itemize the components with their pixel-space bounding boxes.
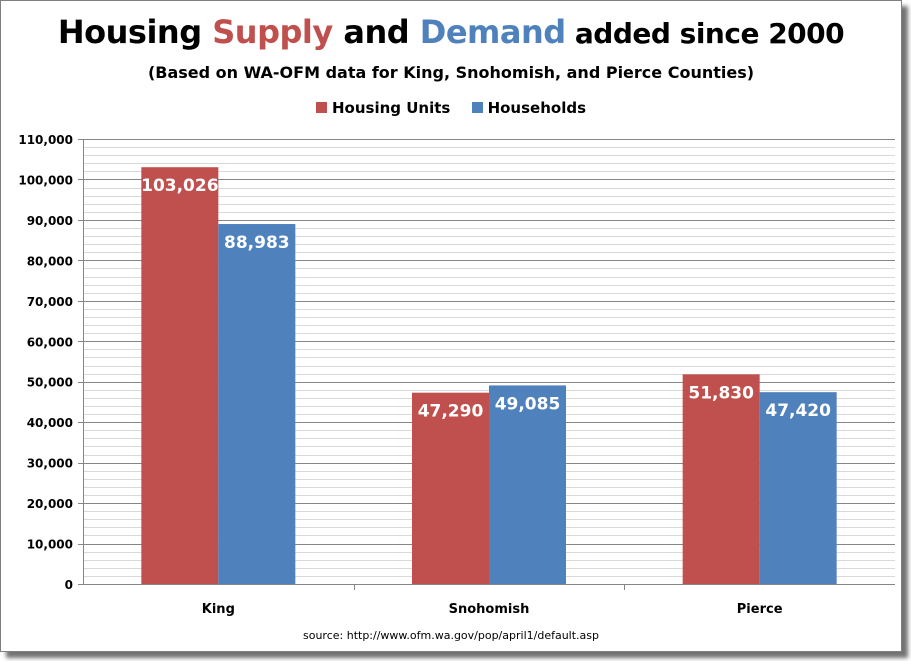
x-category-label: Pierce — [737, 602, 783, 617]
y-tick-label: 80,000 — [27, 254, 73, 268]
chart-title: Housing Supply and Demand added since 20… — [1, 13, 901, 51]
title-part-2: and — [332, 13, 420, 51]
y-tick-label: 30,000 — [27, 457, 73, 471]
y-tick-label: 20,000 — [27, 497, 73, 511]
legend-item-housing-units: Housing Units — [315, 99, 451, 117]
bar — [218, 224, 296, 584]
y-tick-label: 60,000 — [27, 335, 73, 349]
bar — [489, 385, 566, 584]
title-supply-word: Supply — [212, 13, 333, 51]
bar-value-label: 88,983 — [224, 233, 290, 253]
legend-label-housing-units: Housing Units — [331, 99, 451, 117]
chart-plot: 0 10,000 20,000 30,000 40,000 50,000 60,000 70,… — [18, 133, 895, 617]
bar-value-label: 47,420 — [765, 401, 831, 421]
bar-value-label: 51,830 — [688, 383, 754, 403]
bar-value-label: 103,026 — [141, 176, 218, 196]
source-note: source: http://www.ofm.wa.gov/pop/april1… — [302, 629, 599, 642]
y-tick-label: 50,000 — [27, 376, 73, 390]
legend-swatch-households — [471, 102, 483, 113]
y-tick-label: 110,000 — [18, 133, 73, 147]
legend-label-households: Households — [487, 99, 587, 117]
x-category-label: Snohomish — [449, 602, 530, 617]
y-tick-label: 100,000 — [18, 173, 73, 187]
bar-value-label: 47,290 — [418, 402, 484, 422]
bar — [759, 392, 837, 584]
chart-subtitle: (Based on WA-OFM data for King, Snohomis… — [147, 63, 755, 82]
title-demand-word: Demand — [419, 13, 566, 51]
chart-frame: Housing Supply and Demand added since 20… — [0, 0, 902, 652]
title-part-3: added since 2000 — [565, 17, 845, 50]
bar-value-label: 49,085 — [495, 394, 561, 414]
y-tick-label: 70,000 — [27, 295, 73, 309]
x-category-label: King — [202, 602, 235, 617]
y-tick-label: 0 — [65, 578, 73, 592]
legend-item-households: Households — [471, 99, 587, 117]
bar — [412, 392, 489, 584]
bar — [682, 374, 760, 584]
legend-swatch-housing-units — [315, 102, 327, 113]
y-tick-label: 40,000 — [27, 416, 73, 430]
bar — [141, 167, 219, 584]
y-tick-label: 10,000 — [27, 538, 73, 552]
title-part-1: Housing — [57, 13, 213, 51]
y-tick-label: 90,000 — [27, 214, 73, 228]
chart-legend: Housing Units Households — [1, 99, 901, 117]
